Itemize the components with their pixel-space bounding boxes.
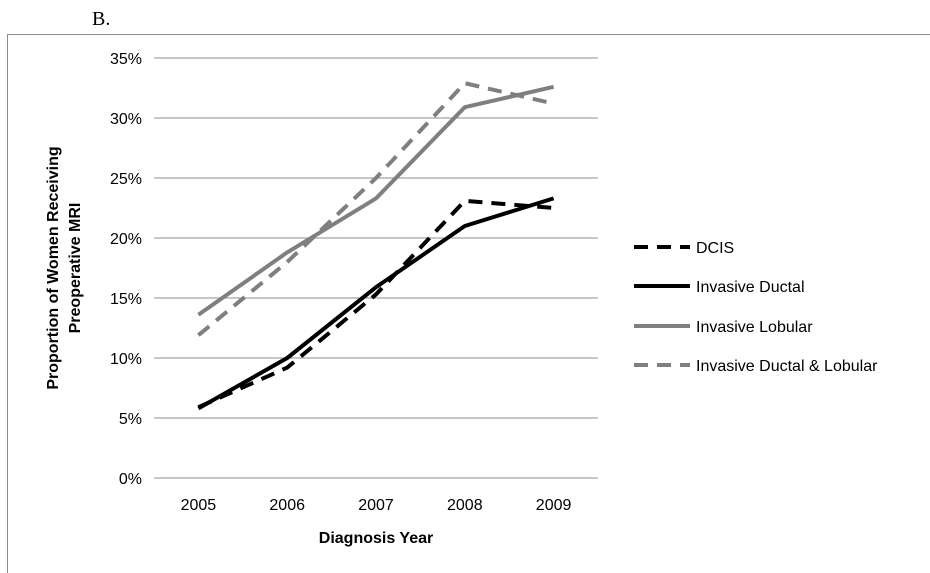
- x-tick-label-2009: 2009: [536, 497, 572, 514]
- x-axis-title: Diagnosis Year: [319, 530, 433, 547]
- x-tick-labels: 2005 2006 2007 2008 2009: [181, 497, 572, 514]
- frame-border-top: [7, 34, 930, 35]
- series-lines: [197, 81, 555, 411]
- legend-label-invasive-ductal-lobular: Invasive Ductal & Lobular: [696, 358, 878, 375]
- series-line-invasive-ductal: [197, 196, 555, 411]
- y-tick-label-10: 10%: [110, 351, 142, 368]
- y-tick-label-15: 15%: [110, 291, 142, 308]
- y-tick-label-35: 35%: [110, 51, 142, 68]
- y-tick-label-20: 20%: [110, 231, 142, 248]
- y-tick-labels: 0% 5% 10% 15% 20% 25% 30% 35%: [110, 51, 142, 488]
- y-axis-title-line-1: Proportion of Women Receiving: [45, 146, 62, 389]
- x-tick-label-2008: 2008: [447, 497, 483, 514]
- legend-label-invasive-ductal: Invasive Ductal: [696, 279, 805, 296]
- legend-label-invasive-lobular: Invasive Lobular: [696, 319, 813, 336]
- y-axis-title-line-2: Preoperative MRI: [67, 203, 84, 334]
- frame-border-left: [7, 34, 8, 573]
- y-axis-title: Proportion of Women Receiving Preoperati…: [45, 146, 84, 389]
- y-tick-label-0: 0%: [119, 471, 142, 488]
- legend: DCIS Invasive Ductal Invasive Lobular Invas…: [634, 240, 878, 375]
- x-tick-label-2005: 2005: [181, 497, 217, 514]
- gridlines: [154, 57, 598, 479]
- y-tick-label-30: 30%: [110, 111, 142, 128]
- x-tick-label-2006: 2006: [269, 497, 305, 514]
- y-tick-label-25: 25%: [110, 171, 142, 188]
- x-tick-label-2007: 2007: [358, 497, 394, 514]
- series-line-invasive-ductal-lobular: [197, 81, 555, 337]
- legend-label-dcis: DCIS: [696, 240, 734, 257]
- series-line-dcis: [197, 198, 554, 410]
- y-tick-label-5: 5%: [119, 411, 142, 428]
- panel-label: B.: [92, 8, 111, 30]
- series-line-invasive-lobular: [197, 84, 555, 317]
